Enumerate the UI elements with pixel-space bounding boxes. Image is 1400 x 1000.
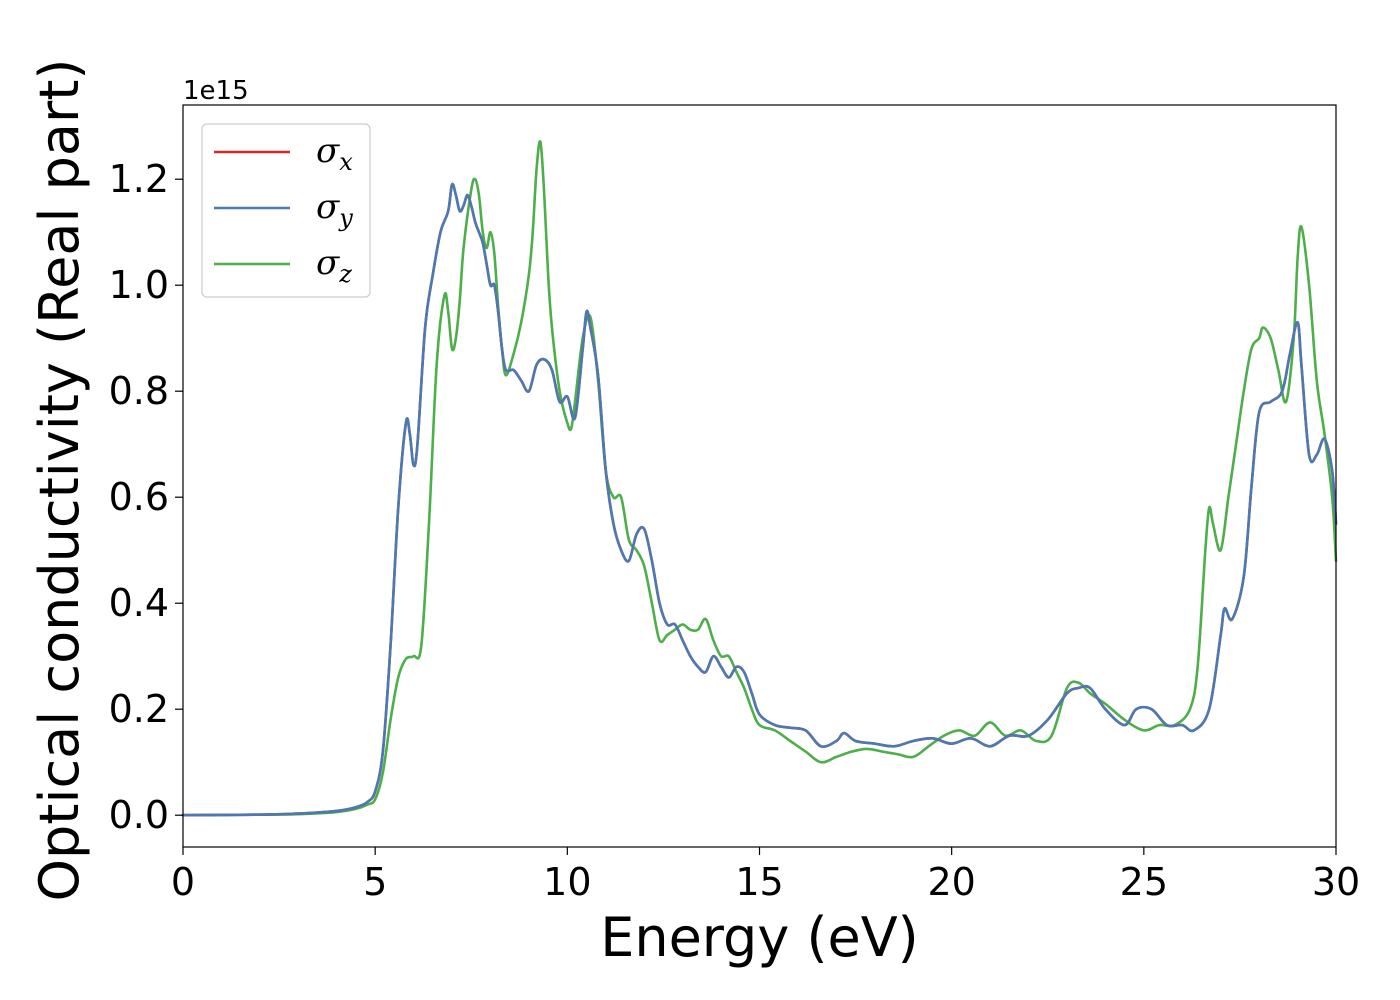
- x-tick-label: 30: [1312, 860, 1360, 904]
- y-tick-label: 1.2: [109, 157, 169, 201]
- y-tick-label: 0.8: [109, 369, 169, 413]
- y-tick-label: 0.4: [109, 581, 169, 625]
- legend-symbol: σ: [316, 131, 340, 171]
- legend-symbol: σ: [316, 243, 340, 283]
- y-tick-label: 1.0: [109, 263, 169, 307]
- legend-label-z: σz: [316, 243, 352, 288]
- legend-label-y: σy: [316, 187, 353, 232]
- x-tick-label: 10: [543, 860, 591, 904]
- x-tick-label: 5: [363, 860, 387, 904]
- x-tick-label: 25: [1120, 860, 1168, 904]
- x-axis-title: Energy (eV): [600, 906, 919, 969]
- y-tick-label: 0.6: [109, 475, 169, 519]
- legend-label-x: σx: [316, 131, 353, 176]
- y-offset-label: 1e15: [183, 76, 249, 106]
- legend-box: [201, 123, 371, 298]
- x-tick-label: 20: [927, 860, 975, 904]
- x-tick-label: 15: [735, 860, 783, 904]
- legend-subscript: z: [338, 260, 352, 288]
- y-axis-title: Optical conductivity (Real part): [28, 59, 91, 902]
- y-tick-label: 0.0: [109, 793, 169, 837]
- y-tick-label: 0.2: [109, 687, 169, 731]
- series-line-y: [181, 182, 1338, 817]
- series-line-z: [181, 140, 1338, 817]
- x-tick-label: 0: [171, 860, 195, 904]
- legend-subscript: y: [338, 204, 353, 232]
- x-axis: 0 5 10 15 20 25 30: [171, 847, 1360, 904]
- legend-symbol: σ: [316, 187, 340, 227]
- y-axis: 0.0 0.2 0.4 0.6 0.8 1.0 1.2: [109, 157, 183, 837]
- series-layer: [181, 140, 1338, 817]
- legend-subscript: x: [339, 148, 353, 176]
